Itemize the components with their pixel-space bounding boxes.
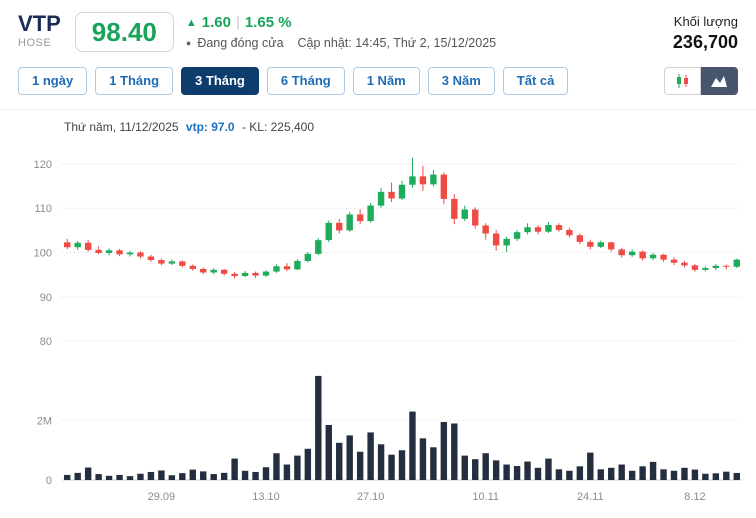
volume-value: 236,700 (672, 32, 738, 52)
up-arrow-icon: ▲ (185, 16, 197, 29)
crosshair-tooltip: Thứ năm, 11/12/2025 vtp: 97.0 - KL: 225,… (64, 120, 752, 138)
svg-text:110: 110 (34, 203, 52, 215)
tab-3-nam[interactable]: 3 Năm (427, 67, 495, 95)
svg-text:90: 90 (40, 292, 52, 304)
svg-text:13.10: 13.10 (252, 491, 280, 503)
area-chart-icon (711, 76, 727, 87)
tab-6-thang[interactable]: 6 Tháng (266, 67, 345, 95)
candlestick-view-button[interactable] (664, 67, 701, 95)
price-chart[interactable]: 80 90 100 110 120 (4, 138, 752, 358)
tab-tat-ca[interactable]: Tất cả (502, 67, 569, 95)
tab-3-thang[interactable]: 3 Tháng (181, 67, 259, 95)
svg-text:10.11: 10.11 (472, 491, 499, 503)
timeframe-tabs: 1 ngày 1 Tháng 3 Tháng 6 Tháng 1 Năm 3 N… (0, 53, 756, 95)
volume-chart[interactable]: 0 2M 29.09 13.10 27.10 10.11 24.11 8.12 (4, 358, 752, 508)
market-status-row: ● Đang đóng cửa Cập nhật: 14:45, Thứ 2, … (186, 36, 496, 50)
volume-summary: Khối lượng 236,700 (673, 12, 738, 53)
stock-symbol: VTP (18, 11, 61, 36)
chart-type-toggle-group (664, 67, 738, 95)
change-value: 1.60 (201, 14, 231, 31)
update-time-text: Cập nhật: 14:45, Thứ 2, 15/12/2025 (297, 36, 497, 50)
svg-text:2M: 2M (37, 416, 52, 428)
svg-text:24.11: 24.11 (577, 491, 604, 503)
price-box: 98.40 (74, 12, 174, 52)
svg-text:80: 80 (40, 336, 52, 348)
tab-1-ngay[interactable]: 1 ngày (18, 67, 88, 95)
change-separator: | (235, 14, 240, 31)
current-price: 98.40 (91, 17, 157, 47)
chart-area: Thứ năm, 11/12/2025 vtp: 97.0 - KL: 225,… (0, 109, 756, 508)
volume-label: Khối lượng (673, 14, 738, 29)
header: VTP HOSE 98.40 ▲ 1.60 | 1.65 % ● Đang đó… (0, 0, 756, 53)
tooltip-volume: - KL: 225,400 (241, 120, 314, 134)
area-view-button[interactable] (701, 67, 738, 95)
symbol-block: VTP HOSE (18, 11, 61, 50)
tab-1-thang[interactable]: 1 Tháng (95, 67, 174, 95)
svg-text:100: 100 (34, 248, 52, 260)
candlestick-icon (676, 74, 688, 88)
market-status-text: Đang đóng cửa (197, 36, 284, 50)
tooltip-date: Thứ năm, 11/12/2025 (64, 120, 179, 134)
change-percent: 1.65 % (244, 14, 292, 31)
svg-text:8.12: 8.12 (684, 491, 705, 503)
price-change-row: ▲ 1.60 | 1.65 % (186, 14, 496, 31)
tooltip-price: vtp: 97.0 (185, 120, 235, 134)
change-status-column: ▲ 1.60 | 1.65 % ● Đang đóng cửa Cập nhật… (186, 12, 496, 50)
exchange-label: HOSE (18, 37, 52, 49)
market-status-dot-icon: ● (185, 38, 192, 48)
svg-text:27.10: 27.10 (357, 491, 385, 503)
svg-text:29.09: 29.09 (148, 491, 176, 503)
svg-text:0: 0 (46, 475, 52, 487)
svg-text:120: 120 (34, 159, 52, 171)
tab-1-nam[interactable]: 1 Năm (352, 67, 420, 95)
